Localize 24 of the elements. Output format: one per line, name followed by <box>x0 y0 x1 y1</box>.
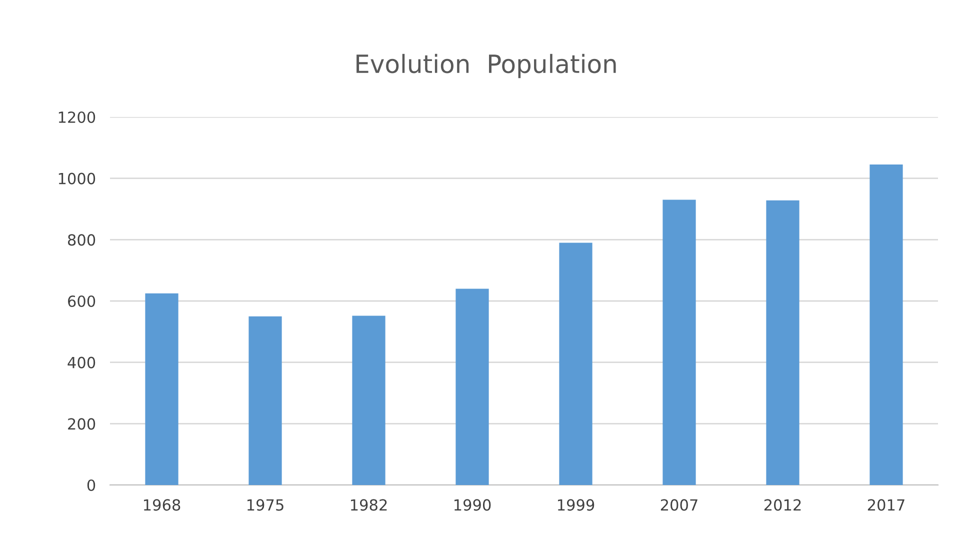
chart-title: Evolution Population <box>356 54 616 78</box>
y-tick-label: 1000 <box>58 172 96 184</box>
y-tick-label: 200 <box>68 418 96 430</box>
bar <box>662 200 696 485</box>
y-tick-label: 600 <box>68 295 96 308</box>
bar <box>870 164 903 485</box>
x-tick-label: 1968 <box>144 499 180 511</box>
x-tick-label: 2017 <box>868 499 904 511</box>
y-tick-label: 800 <box>68 234 96 246</box>
x-tick-label: 1982 <box>350 499 387 511</box>
x-tick-label: 2007 <box>660 499 698 511</box>
x-tick-label: 2012 <box>764 499 801 511</box>
bar <box>766 200 800 485</box>
bar <box>248 316 282 485</box>
x-tick-label: 1975 <box>247 499 284 511</box>
x-tick-label: 1990 <box>454 499 491 511</box>
y-tick-label: 0 <box>87 479 96 492</box>
y-tick-label: 1200 <box>58 111 96 124</box>
bar <box>352 316 386 485</box>
x-tick-label: 1999 <box>558 499 594 511</box>
bar <box>559 242 592 485</box>
bar <box>456 288 489 485</box>
bar <box>145 293 178 485</box>
y-tick-label: 400 <box>68 356 96 368</box>
